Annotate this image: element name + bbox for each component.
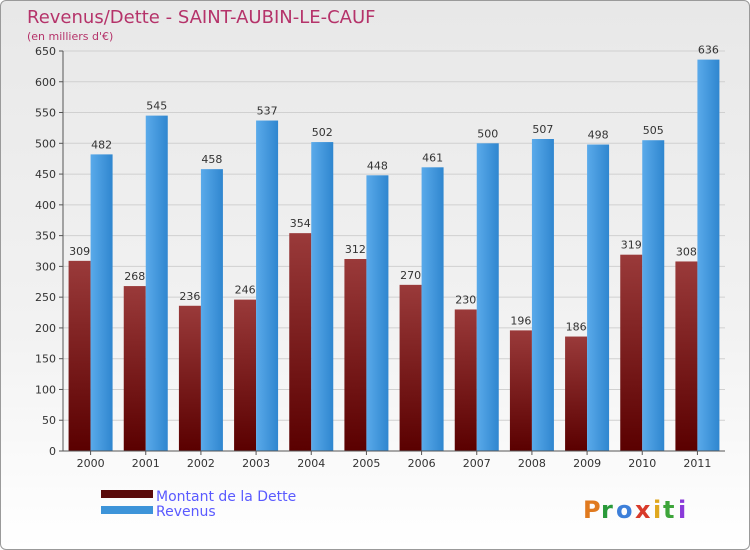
bar-revenus-2000 — [90, 154, 113, 451]
label-dette-2010: 319 — [621, 239, 642, 252]
bar-dette-2005 — [344, 259, 367, 451]
bar-dette-2010 — [620, 254, 643, 451]
x-tick-label: 2005 — [352, 457, 380, 470]
y-tick-label: 550 — [35, 107, 56, 120]
x-tick-label: 2000 — [77, 457, 105, 470]
x-tick-label: 2011 — [683, 457, 711, 470]
bar-revenus-2006 — [421, 167, 444, 452]
legend: Montant de la Dette Revenus — [101, 489, 296, 520]
y-tick-label: 600 — [35, 76, 56, 89]
bar-revenus-2008 — [531, 139, 554, 451]
logo-letter-i2: i — [678, 496, 686, 524]
x-tick-label: 2006 — [408, 457, 436, 470]
bar-revenus-2003 — [256, 120, 279, 452]
bar-revenus-2011 — [697, 59, 720, 451]
label-dette-2008: 196 — [510, 314, 531, 327]
label-dette-2003: 246 — [235, 284, 256, 297]
bar-dette-2007 — [454, 309, 477, 451]
bar-dette-2006 — [399, 284, 422, 451]
label-revenus-2006: 461 — [422, 151, 443, 164]
label-revenus-2008: 507 — [532, 123, 553, 136]
logo-letter-o: o — [616, 496, 633, 524]
y-tick-label: 100 — [35, 383, 56, 396]
x-tick-label: 2010 — [628, 457, 656, 470]
label-revenus-2009: 498 — [588, 129, 609, 142]
bar-revenus-2009 — [587, 144, 610, 452]
bar-dette-2011 — [675, 261, 698, 451]
legend-swatch-revenus — [101, 506, 153, 514]
label-revenus-2000: 482 — [91, 138, 112, 151]
y-tick-label: 350 — [35, 230, 56, 243]
y-tick-label: 650 — [35, 45, 56, 58]
bar-dette-2004 — [289, 233, 312, 451]
logo-letter-t: t — [663, 496, 674, 524]
x-tick-label: 2007 — [463, 457, 491, 470]
logo-letter-r: r — [601, 496, 613, 524]
axis-lines — [62, 51, 725, 452]
x-tick-label: 2008 — [518, 457, 546, 470]
bar-revenus-2010 — [642, 140, 665, 451]
x-tick-label: 2009 — [573, 457, 601, 470]
label-revenus-2001: 545 — [146, 100, 167, 113]
y-axis: 0 50 100 150 200 250 300 350 400 450 500 550 600 650 — [35, 45, 63, 458]
chart-subtitle: (en milliers d'€) — [27, 30, 113, 43]
label-dette-2000: 309 — [69, 245, 90, 258]
label-dette-2001: 268 — [124, 270, 145, 283]
label-dette-2002: 236 — [179, 290, 200, 303]
bar-revenus-2001 — [145, 115, 168, 451]
label-dette-2009: 186 — [566, 321, 587, 334]
label-revenus-2010: 505 — [643, 124, 664, 137]
y-tick-label: 400 — [35, 199, 56, 212]
bar-dette-2002 — [178, 305, 201, 451]
x-tick-label: 2001 — [132, 457, 160, 470]
label-dette-2005: 312 — [345, 243, 366, 256]
bar-revenus-2007 — [476, 143, 499, 452]
x-tick-label: 2004 — [297, 457, 325, 470]
chart-title: Revenus/Dette - SAINT-AUBIN-LE-CAUF — [27, 7, 376, 28]
label-revenus-2011: 636 — [698, 44, 719, 57]
y-tick-label: 450 — [35, 168, 56, 181]
logo-letter-x: x — [635, 496, 651, 524]
label-revenus-2004: 502 — [312, 126, 333, 139]
bar-dette-2001 — [123, 286, 146, 451]
legend-label-dette: Montant de la Dette — [156, 489, 296, 505]
y-tick-label: 200 — [35, 322, 56, 335]
y-tick-label: 250 — [35, 291, 56, 304]
label-revenus-2007: 500 — [477, 127, 498, 140]
bar-dette-2009 — [565, 336, 588, 451]
bar-dette-2008 — [509, 330, 532, 451]
label-dette-2011: 308 — [676, 245, 697, 258]
legend-swatch-dette — [101, 490, 153, 498]
logo-letter-p: P — [583, 496, 601, 524]
grid-layer — [63, 50, 725, 452]
bar-dette-2003 — [234, 299, 257, 451]
label-revenus-2002: 458 — [201, 153, 222, 166]
label-dette-2004: 354 — [290, 217, 311, 230]
label-revenus-2005: 448 — [367, 159, 388, 172]
x-tick-label: 2002 — [187, 457, 215, 470]
label-dette-2007: 230 — [455, 293, 476, 306]
y-tick-label: 150 — [35, 353, 56, 366]
x-tick-label: 2003 — [242, 457, 270, 470]
x-axis: 2000 2001 2002 2003 2004 2005 2006 2007 2008 2009… — [77, 451, 711, 470]
bar-dette-2000 — [68, 260, 91, 451]
bar-layer: 309 482 268 545 236 458 246 537 354 502 312 448 270 4… — [68, 44, 720, 452]
label-revenus-2003: 537 — [257, 105, 278, 118]
legend-label-revenus: Revenus — [156, 504, 216, 520]
label-dette-2006: 270 — [400, 269, 421, 282]
y-tick-label: 50 — [42, 414, 56, 427]
y-tick-label: 500 — [35, 137, 56, 150]
proxiti-logo: P r o x i t i — [583, 496, 686, 524]
bar-revenus-2004 — [311, 142, 334, 452]
bar-revenus-2005 — [366, 175, 389, 452]
y-tick-label: 300 — [35, 260, 56, 273]
y-tick-label: 0 — [49, 445, 56, 458]
logo-letter-i: i — [653, 496, 661, 524]
bar-revenus-2002 — [200, 169, 223, 451]
